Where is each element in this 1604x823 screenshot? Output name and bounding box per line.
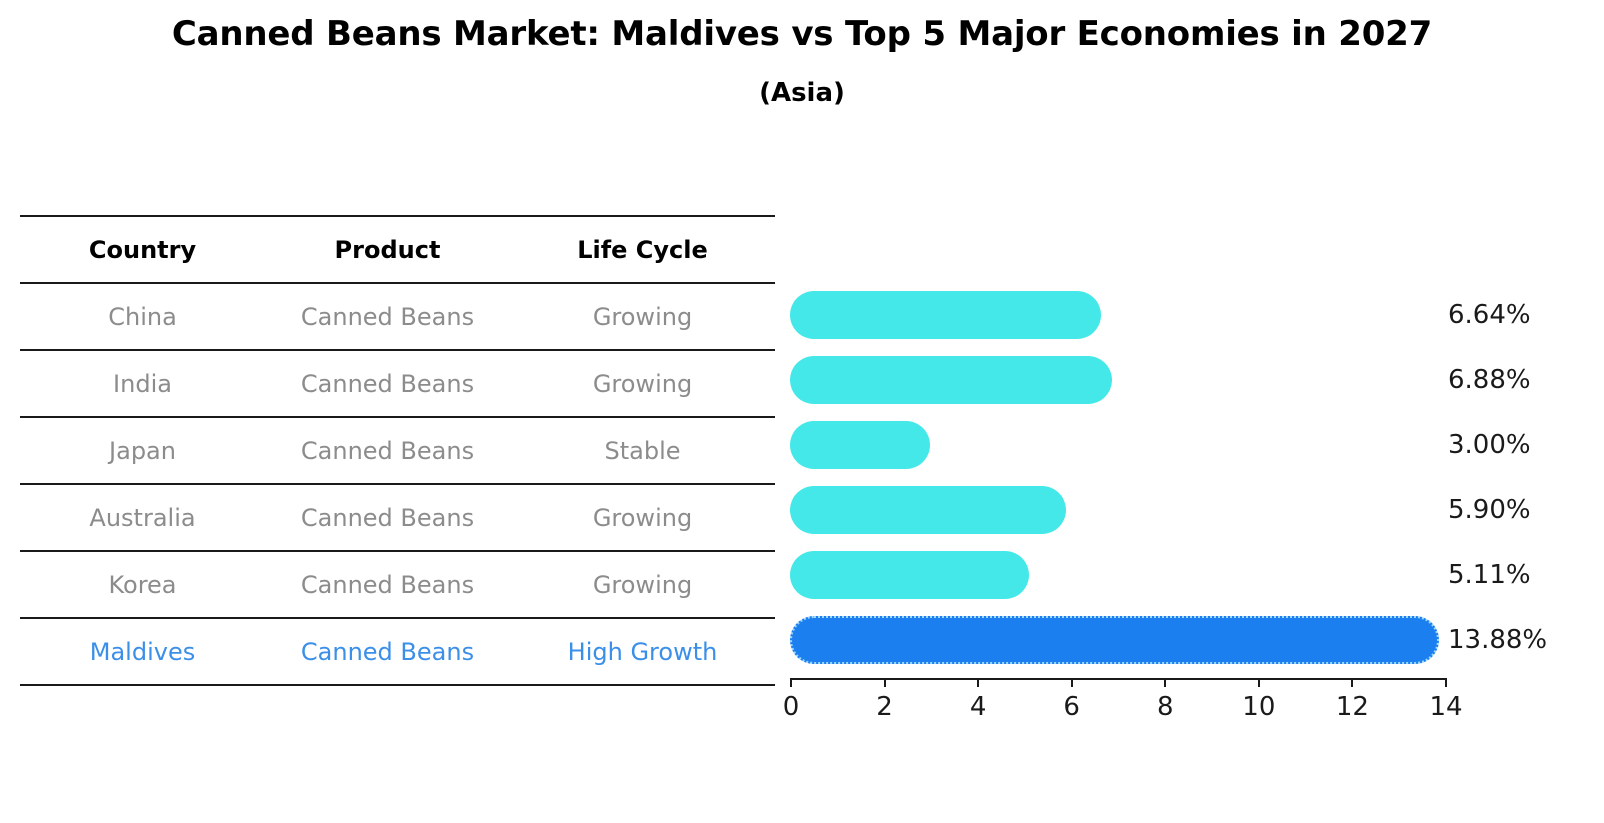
cell-product: Canned Beans xyxy=(265,484,510,552)
bar-fill xyxy=(790,421,931,469)
cell-country: China xyxy=(20,283,265,351)
bar-korea xyxy=(790,551,1030,599)
bar-fill xyxy=(790,616,1440,664)
cell-product: Canned Beans xyxy=(265,350,510,418)
bar-value-label: 6.88% xyxy=(1448,365,1531,395)
table-row: Maldives Canned Beans High Growth xyxy=(20,618,775,686)
bar-value-label: 6.64% xyxy=(1448,300,1531,330)
bar-maldives xyxy=(790,616,1440,664)
bar-fill xyxy=(790,356,1112,404)
cell-country: Japan xyxy=(20,417,265,485)
x-tick-mark xyxy=(1445,678,1447,687)
country-table-panel: Country Product Life Cycle China Canned B… xyxy=(20,215,775,686)
x-tick-mark xyxy=(977,678,980,687)
bar-japan xyxy=(790,421,931,469)
x-tick-label: 10 xyxy=(1242,692,1276,722)
table-header-row: Country Product Life Cycle xyxy=(20,215,775,284)
bar-value-label: 3.00% xyxy=(1448,430,1531,460)
bar-australia xyxy=(790,486,1067,534)
cell-country: Korea xyxy=(20,551,265,619)
cell-life-cycle: Growing xyxy=(510,484,775,552)
bar-india xyxy=(790,356,1112,404)
x-axis-line xyxy=(790,678,1445,680)
bar-value-label: 13.88% xyxy=(1448,625,1548,655)
cell-life-cycle: Growing xyxy=(510,350,775,418)
table-header: Country Product Life Cycle xyxy=(20,215,775,284)
table-row: Japan Canned Beans Stable xyxy=(20,417,775,485)
x-tick-mark xyxy=(1351,678,1354,687)
cell-product: Canned Beans xyxy=(265,618,510,686)
table-row: China Canned Beans Growing xyxy=(20,283,775,351)
cell-product: Canned Beans xyxy=(265,283,510,351)
cell-life-cycle: Growing xyxy=(510,283,775,351)
x-tick-mark xyxy=(1164,678,1167,687)
x-tick-label: 12 xyxy=(1335,692,1369,722)
cell-country: Australia xyxy=(20,484,265,552)
cell-life-cycle: Stable xyxy=(510,417,775,485)
bar-china xyxy=(790,291,1101,339)
cell-product: Canned Beans xyxy=(265,551,510,619)
cell-life-cycle: Growing xyxy=(510,551,775,619)
bar-fill xyxy=(790,291,1101,339)
x-tick-label: 0 xyxy=(782,692,800,722)
page-title: Canned Beans Market: Maldives vs Top 5 M… xyxy=(171,14,1433,54)
cell-country: India xyxy=(20,350,265,418)
x-tick-mark xyxy=(790,678,792,687)
bar-fill xyxy=(790,551,1030,599)
x-tick-mark xyxy=(1257,678,1260,687)
page-subtitle: (Asia) xyxy=(759,78,845,108)
bar-value-label: 5.90% xyxy=(1448,495,1531,525)
table-row: Korea Canned Beans Growing xyxy=(20,551,775,619)
cell-country: Maldives xyxy=(20,618,265,686)
table-row: India Canned Beans Growing xyxy=(20,350,775,418)
x-tick-mark xyxy=(1070,678,1073,687)
x-tick-label: 4 xyxy=(969,692,987,722)
x-tick-label: 6 xyxy=(1063,692,1080,722)
cell-life-cycle: High Growth xyxy=(510,618,775,686)
table-row: Australia Canned Beans Growing xyxy=(20,484,775,552)
x-tick-label: 8 xyxy=(1157,692,1174,722)
x-tick-label: 2 xyxy=(876,692,893,722)
x-tick-mark xyxy=(883,678,886,687)
table-body: China Canned Beans Growing India Canned Bean… xyxy=(20,283,775,686)
bar-fill xyxy=(790,486,1067,534)
column-header-country: Country xyxy=(20,215,265,284)
country-data-table: Country Product Life Cycle China Canned B… xyxy=(20,215,775,686)
column-header-product: Product xyxy=(265,215,510,284)
cell-product: Canned Beans xyxy=(265,417,510,485)
x-tick-label: 14 xyxy=(1429,692,1463,722)
bar-value-label: 5.11% xyxy=(1448,560,1531,590)
column-header-life-cycle: Life Cycle xyxy=(510,215,775,284)
